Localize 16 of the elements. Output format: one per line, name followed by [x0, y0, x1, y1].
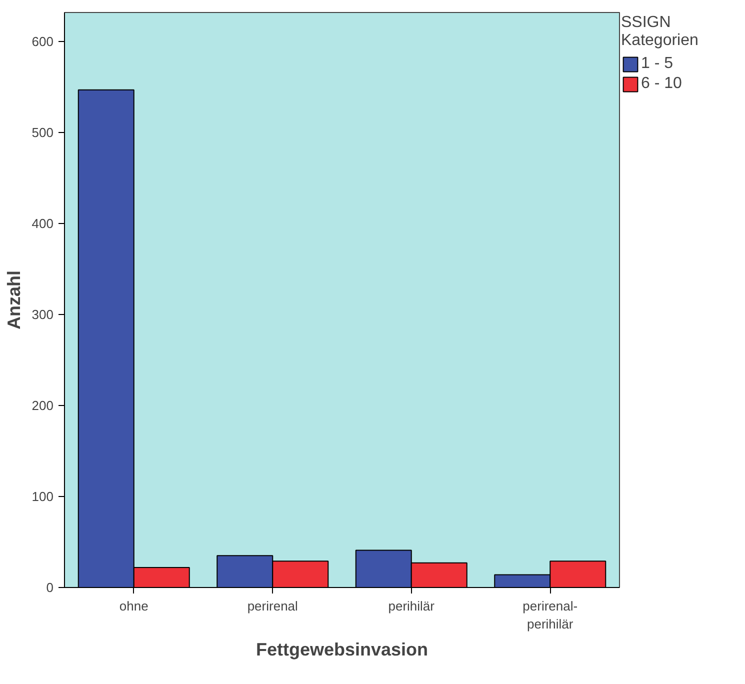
x-tick-label: perihilär: [388, 598, 436, 614]
y-tick-label: 100: [32, 489, 54, 504]
y-axis-title: Anzahl: [4, 270, 24, 330]
x-tick-label: perirenal- perihilär: [522, 598, 578, 632]
x-tick-label: ohne: [119, 598, 148, 614]
y-tick-label: 400: [32, 216, 54, 232]
x-tick-label: perirenal: [247, 598, 298, 614]
y-tick-label: 0: [46, 580, 54, 595]
legend-label: 1 - 5: [641, 55, 674, 73]
legend-title: SSIGN Kategorien: [621, 14, 698, 50]
y-tick-label: 600: [32, 34, 54, 50]
y-tick-label: 500: [32, 125, 54, 140]
y-tick-label: 300: [32, 307, 54, 322]
legend-label: 6 - 10: [641, 75, 682, 93]
y-tick-label: 200: [32, 398, 54, 414]
x-axis-title: Fettgewebsinvasion: [256, 640, 428, 660]
